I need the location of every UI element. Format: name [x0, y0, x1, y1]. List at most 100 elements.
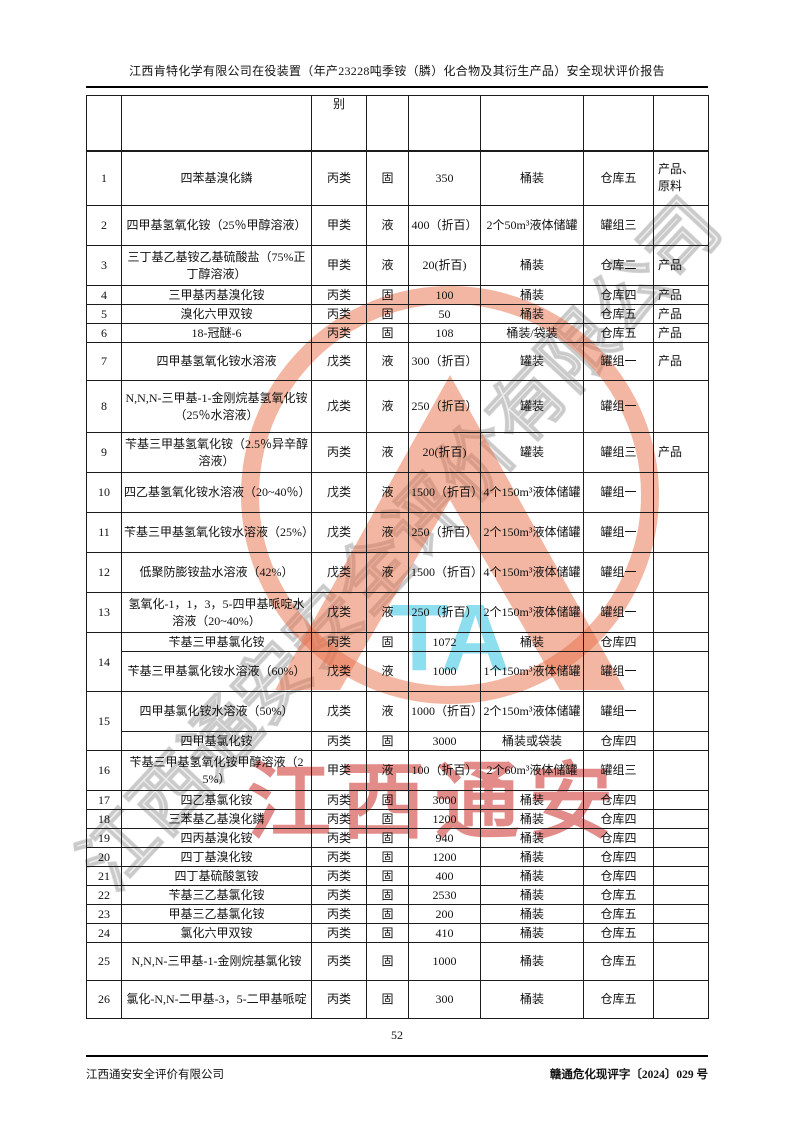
cell-pack: [480, 95, 584, 152]
cell-state: 固: [366, 904, 409, 924]
cell-qty: 1200: [408, 809, 481, 829]
cell-state: 固: [366, 847, 409, 867]
cell-name: 四丙基溴化铵: [121, 828, 312, 848]
cell-pack: 1个150m³液体储罐: [480, 651, 584, 692]
cell-loc: 仓库五: [583, 942, 654, 981]
cell-state: 液: [366, 205, 409, 246]
table-row: 23 甲基三乙基氯化铵 丙类固 200 桶装 仓库五: [86, 904, 709, 924]
cell-note: [653, 885, 709, 905]
table-header-continuation-row: 别: [86, 95, 709, 152]
cell-no: 18: [86, 809, 122, 829]
cell-cat: 戊类: [311, 592, 367, 633]
cell-qty: 250（折百）: [408, 380, 481, 433]
cell-pack: 桶装: [480, 923, 584, 943]
cell-no: 3: [86, 245, 122, 286]
cell-qty: 108: [408, 323, 481, 343]
cell-loc: 仓库五: [583, 980, 654, 1019]
cell-state: 固: [366, 980, 409, 1019]
table-row: 13 氢氧化-1，1，3，5-四甲基哌啶水溶液（20~40%） 戊类液 250（折百）…: [86, 592, 709, 633]
cell-state: 固: [366, 285, 409, 305]
cell-note: [653, 472, 709, 513]
cell-pack: 2个150m³液体储罐: [480, 592, 584, 633]
cell-no: 4: [86, 285, 122, 305]
table-row: 19 四丙基溴化铵 丙类固 940 桶装 仓库四: [86, 828, 709, 848]
cell-loc: 仓库四: [583, 790, 654, 810]
table-row: 17 四乙基氯化铵 丙类固 3000 桶装 仓库四: [86, 790, 709, 810]
cell-note: [653, 651, 709, 692]
cell-name: 氯化六甲双铵: [121, 923, 312, 943]
cell-state: 固: [366, 150, 409, 206]
cell-pack: 桶装: [480, 904, 584, 924]
cell-note: [653, 750, 709, 791]
cell-state: 固: [366, 828, 409, 848]
cell-qty: 3000: [408, 731, 481, 751]
cell-pack: 罐装: [480, 380, 584, 433]
cell-state: 液: [366, 691, 409, 732]
cell-pack: 2个150m³液体储罐: [480, 512, 584, 553]
table-row: 24 氯化六甲双铵 丙类固 410 桶装 仓库五: [86, 923, 709, 943]
cell-loc: 仓库四: [583, 809, 654, 829]
cell-qty: 250（折百）: [408, 512, 481, 553]
cell-name: 苄基三甲基氢氧化铵甲醇溶液（25%）: [121, 750, 312, 791]
cell-cat: 丙类: [311, 828, 367, 848]
table-row: 22 苄基三乙基氯化铵 丙类固 2530 桶装 仓库五: [86, 885, 709, 905]
cell-note: 产品: [653, 304, 709, 324]
cell-cat: 戊类: [311, 342, 367, 381]
cell-no: 9: [86, 432, 122, 473]
cell-name: [121, 95, 312, 152]
cell-state: 液: [366, 750, 409, 791]
table-row: 四甲基氯化铵 丙类固 3000 桶装或袋装 仓库四: [87, 731, 709, 751]
cell-qty: [408, 95, 481, 152]
cell-qty: 100: [408, 285, 481, 305]
cell-loc: 罐组一: [583, 342, 654, 381]
cell-qty: 1000（折百）: [408, 691, 483, 732]
cell-no: 21: [86, 866, 122, 886]
cell-pack: 桶装: [480, 866, 584, 886]
cell-note: [653, 552, 709, 593]
inventory-table-body: 别 1 四苯基溴化鏻 丙类固 350 桶装 仓库五 产品、原料 2 四甲基氢氧化铵（25％甲醇溶液…: [86, 95, 709, 1019]
cell-name: 苄基三甲基氯化铵: [121, 632, 312, 652]
cell-loc: 罐组三: [583, 432, 654, 473]
cell-no: [86, 95, 122, 152]
cell-no: 13: [86, 592, 122, 633]
cell-name: 低聚防膨铵盐水溶液（42%）: [121, 552, 312, 593]
cell-state: 固: [366, 731, 409, 751]
cell-cat: 丙类: [311, 904, 367, 924]
cell-loc: 罐组一: [583, 380, 654, 433]
table-row: 8 N,N,N-三甲基-1-金刚烷基氢氧化铵（25％水溶液） 戊类液 250（折百）罐…: [86, 380, 709, 433]
table-row: 7 四甲基氢氧化铵水溶液 戊类液 300（折百） 罐装 罐组一 产品: [86, 342, 709, 381]
cell-loc: 仓库五: [583, 323, 654, 343]
cell-pack: 桶装: [480, 942, 584, 981]
cell-name: N,N,N-三甲基-1-金刚烷基氯化铵: [121, 942, 312, 981]
table-row: 12 低聚防膨铵盐水溶液（42%） 戊类液 1500（折百） 4个150m³液体储罐 罐组…: [86, 552, 709, 593]
cell-no: 16: [86, 750, 122, 791]
cell-state: 液: [366, 592, 409, 633]
cell-note: [653, 731, 709, 751]
cell-note: [653, 942, 709, 981]
cell-no: 1: [86, 150, 122, 206]
table-row: 3 三丁基乙基铵乙基硫酸盐（75%正丁醇溶液） 甲类液 20(折百) 桶装 仓库二 产品: [86, 245, 709, 286]
cell-name: 氯化-N,N-二甲基-3，5-二甲基哌啶: [121, 980, 312, 1019]
cell-qty: 1500（折百）: [408, 472, 483, 513]
cell-state: 液: [366, 380, 409, 433]
cell-cat: 甲类: [311, 245, 367, 286]
table-row: 21 四丁基硫酸氢铵 丙类固 400 桶装 仓库四: [86, 866, 709, 886]
cell-loc: 罐组一: [583, 691, 654, 732]
cell-qty: 250（折百）: [408, 592, 481, 633]
cell-no: 12: [86, 552, 122, 593]
cell-note: [653, 790, 709, 810]
cell-cat: 丙类: [311, 942, 367, 981]
cell-name: 四乙基氢氧化铵水溶液（20~40％）: [121, 472, 312, 513]
cell-name: 三苯基乙基溴化鏻: [121, 809, 312, 829]
cell-name: 氢氧化-1，1，3，5-四甲基哌啶水溶液（20~40%）: [121, 592, 312, 633]
cell-cat: 丙类: [311, 432, 367, 473]
cell-loc: 仓库四: [583, 731, 654, 751]
cell-loc: 罐组一: [583, 651, 654, 692]
cell-no: 15: [86, 691, 122, 751]
table-row: 25 N,N,N-三甲基-1-金刚烷基氯化铵 丙类固 1000 桶装 仓库五: [86, 942, 709, 981]
cell-name: 苄基三乙基氯化铵: [121, 885, 312, 905]
table-row: 9 苄基三甲基氢氧化铵（2.5％异辛醇溶液） 丙类液 20(折百) 罐装 罐组三 产品: [86, 432, 709, 473]
cell-cat: 丙类: [311, 847, 367, 867]
cell-qty: 1072: [408, 632, 481, 652]
cell-cat: 戊类: [311, 380, 367, 433]
